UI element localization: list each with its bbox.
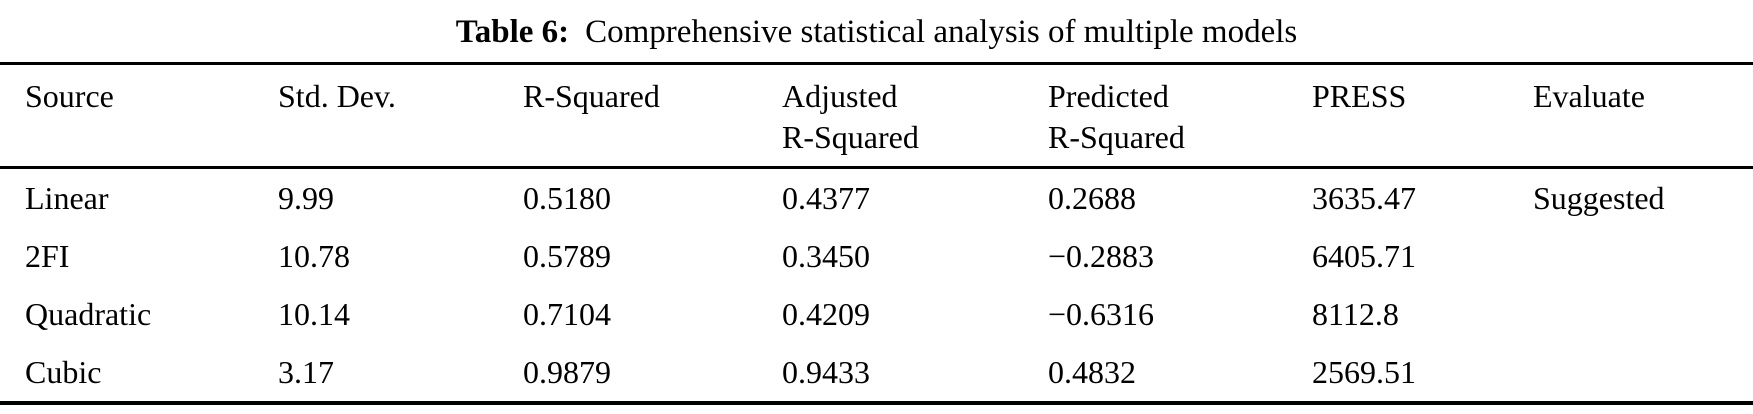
cell-press: 3635.47 bbox=[1312, 180, 1416, 216]
cell-press: 6405.71 bbox=[1312, 238, 1416, 274]
col-header-adjusted-r-squared: Adjusted R-Squared bbox=[782, 63, 1048, 169]
cell-press: 8112.8 bbox=[1312, 296, 1399, 332]
cell-r-squared: 0.5789 bbox=[523, 238, 611, 274]
cell-source: Cubic bbox=[25, 354, 102, 390]
cell-std-dev: 3.17 bbox=[278, 354, 334, 390]
table-caption-label: Table 6: bbox=[455, 14, 570, 50]
cell-evaluate bbox=[1533, 285, 1753, 343]
col-header-predicted-r-squared: Predicted R-Squared bbox=[1048, 63, 1312, 169]
col-header-press: PRESS bbox=[1312, 63, 1533, 169]
cell-adjusted-r-squared: 0.9433 bbox=[782, 354, 870, 390]
cell-std-dev: 10.14 bbox=[278, 296, 350, 332]
cell-adjusted-r-squared: 0.3450 bbox=[782, 238, 870, 274]
col-header-evaluate: Evaluate bbox=[1533, 63, 1753, 169]
col-header-r-squared: R-Squared bbox=[523, 63, 782, 169]
cell-r-squared: 0.7104 bbox=[523, 296, 611, 332]
cell-std-dev: 9.99 bbox=[278, 180, 334, 216]
cell-adjusted-r-squared: 0.4209 bbox=[782, 296, 870, 332]
cell-predicted-r-squared: −0.6316 bbox=[1048, 296, 1155, 332]
cell-evaluate: Suggested bbox=[1533, 180, 1665, 216]
cell-std-dev: 10.78 bbox=[278, 238, 350, 274]
cell-source: 2FI bbox=[25, 238, 70, 274]
table-row-2fi: 2FI 10.78 0.5789 0.3450 −0.2883 6405.71 bbox=[0, 227, 1753, 285]
header-row: Source Std. Dev. R-Squared Adjusted R-Sq… bbox=[0, 63, 1753, 169]
table-caption-text: Comprehensive statistical analysis of mu… bbox=[585, 14, 1298, 50]
col-header-source: Source bbox=[0, 63, 278, 169]
cell-predicted-r-squared: 0.4832 bbox=[1048, 354, 1136, 390]
table-row-quadratic: Quadratic 10.14 0.7104 0.4209 −0.6316 81… bbox=[0, 285, 1753, 343]
table-row-cubic: Cubic 3.17 0.9879 0.9433 0.4832 2569.51 bbox=[0, 343, 1753, 403]
table-caption: Table 6: Comprehensive statistical analys… bbox=[0, 0, 1753, 62]
cell-source: Quadratic bbox=[25, 296, 152, 332]
cell-adjusted-r-squared: 0.4377 bbox=[782, 180, 870, 216]
cell-predicted-r-squared: −0.2883 bbox=[1048, 238, 1155, 274]
cell-press: 2569.51 bbox=[1312, 354, 1416, 390]
cell-evaluate bbox=[1533, 343, 1753, 403]
cell-evaluate bbox=[1533, 227, 1753, 285]
cell-source: Linear bbox=[25, 180, 109, 216]
table-row-linear: Linear 9.99 0.5180 0.4377 0.2688 3635.47… bbox=[0, 168, 1753, 228]
stats-table: Source Std. Dev. R-Squared Adjusted R-Sq… bbox=[0, 62, 1753, 405]
cell-predicted-r-squared: 0.2688 bbox=[1048, 180, 1136, 216]
col-header-std-dev: Std. Dev. bbox=[278, 63, 523, 169]
cell-r-squared: 0.5180 bbox=[523, 180, 611, 216]
cell-r-squared: 0.9879 bbox=[523, 354, 611, 390]
